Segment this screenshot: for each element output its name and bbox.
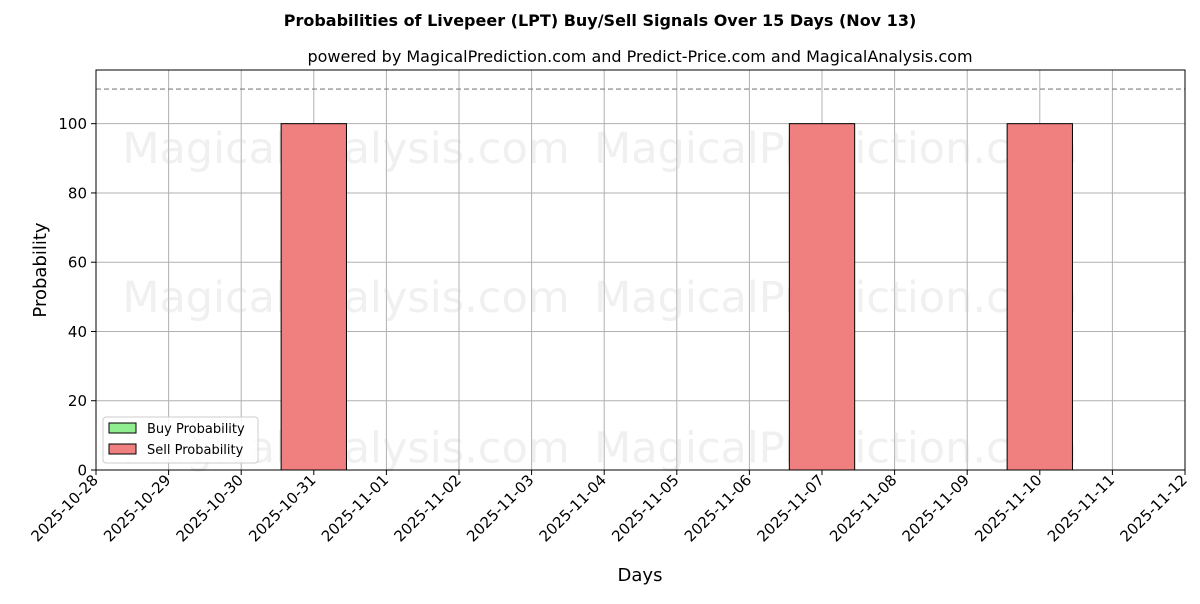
x-tick-label: 2025-11-03 (463, 471, 537, 545)
y-tick-label: 60 (68, 254, 87, 272)
y-tick-label: 0 (77, 462, 87, 480)
y-tick-label: 40 (68, 323, 87, 341)
legend: Buy Probability Sell Probability (102, 416, 259, 464)
x-tick-label: 2025-11-08 (826, 471, 900, 545)
x-tick-label: 2025-11-09 (899, 471, 973, 545)
sell-probability-bar (788, 123, 856, 471)
bars-layer (280, 123, 1073, 471)
x-tick-label: 2025-11-10 (971, 471, 1045, 545)
x-tick-label: 2025-11-12 (1116, 471, 1190, 545)
x-tick-label: 2025-11-11 (1044, 471, 1118, 545)
x-tick-label: 2025-11-06 (681, 471, 755, 545)
sell-probability-bar (1006, 123, 1073, 471)
y-tick-label: 80 (68, 184, 87, 202)
y-tick-label: 100 (58, 115, 87, 133)
chart-subtitle: powered by MagicalPrediction.com and Pre… (307, 47, 972, 66)
watermark-layer: MagicalAnalysis.comMagicalPrediction.com… (122, 124, 1078, 474)
y-tick-label: 20 (68, 392, 87, 410)
x-tick-label: 2025-10-30 (173, 471, 247, 545)
x-tick-label: 2025-11-07 (753, 471, 827, 545)
chart-title: Probabilities of Livepeer (LPT) Buy/Sell… (284, 11, 917, 30)
sell-probability-legend-label: Sell Probability (147, 443, 244, 458)
sell-probability-swatch (108, 443, 137, 455)
buy-probability-legend-label: Buy Probability (147, 422, 245, 437)
x-tick-label: 2025-11-01 (318, 471, 392, 545)
buy-probability-swatch (108, 422, 137, 434)
x-tick-label: 2025-10-31 (245, 471, 319, 545)
plot-frame (95, 69, 1186, 471)
x-tick-label: 2025-10-28 (27, 471, 101, 545)
legend-box (102, 416, 259, 464)
x-tick-label: 2025-10-29 (100, 471, 174, 545)
x-tick-label: 2025-11-04 (536, 471, 610, 545)
x-axis-label: Days (618, 565, 663, 586)
y-axis-label: Probability (30, 222, 51, 317)
x-tick-label: 2025-11-02 (390, 471, 464, 545)
sell-probability-bar (280, 123, 347, 471)
x-tick-label: 2025-11-05 (608, 471, 682, 545)
